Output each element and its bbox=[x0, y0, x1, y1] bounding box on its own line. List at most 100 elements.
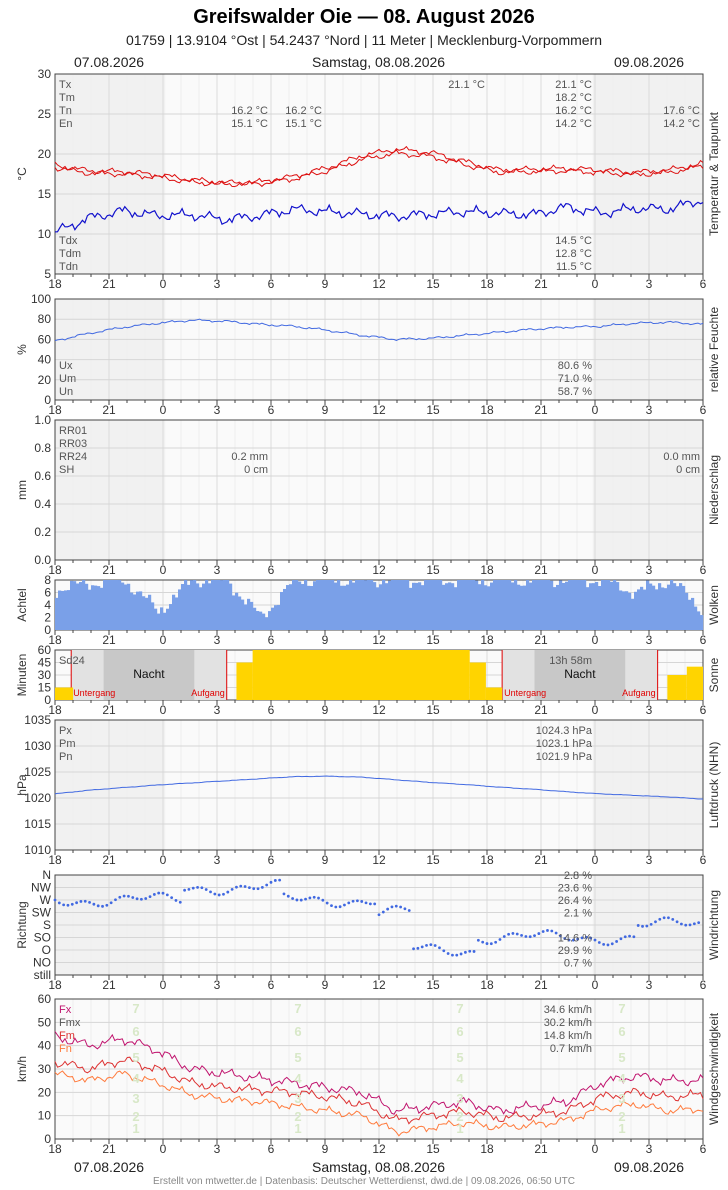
rain-ylabel: mm bbox=[15, 480, 29, 500]
hum-ylabel: % bbox=[15, 344, 29, 355]
wind-dir-point bbox=[567, 938, 571, 942]
temp-side-title: Temperatur & Taupunkt bbox=[707, 111, 721, 236]
cloud-bar bbox=[277, 604, 281, 630]
cloud-bar bbox=[535, 580, 539, 630]
cloud-bar bbox=[280, 591, 284, 630]
wind-dir-point bbox=[295, 898, 299, 902]
cloud-side-title: Wolken bbox=[707, 585, 721, 625]
wind-dir-point bbox=[494, 940, 498, 944]
wind-dir-point bbox=[420, 945, 424, 949]
wdir-xtick: 6 bbox=[700, 978, 707, 992]
wind-dir-point bbox=[476, 938, 480, 942]
cloud-bar bbox=[265, 617, 269, 630]
sun-xtick: 21 bbox=[102, 703, 116, 717]
cloud-bar bbox=[355, 580, 359, 630]
cloud-bar bbox=[100, 587, 104, 630]
beaufort-label: 4 bbox=[132, 1071, 140, 1086]
cloud-bar bbox=[328, 580, 332, 630]
cloud-bar bbox=[331, 580, 335, 630]
cloud-bar bbox=[202, 583, 206, 630]
press-xtick: 18 bbox=[48, 853, 62, 867]
wind-dir-point bbox=[511, 932, 515, 935]
pressure-line bbox=[54, 775, 703, 800]
wind-dir-point bbox=[589, 936, 593, 940]
cloud-ytick: 8 bbox=[44, 573, 51, 587]
cloud-bar bbox=[577, 580, 581, 630]
hum-ytick: 60 bbox=[38, 332, 52, 346]
beaufort-label: 7 bbox=[294, 1001, 301, 1016]
footer-credits: Erstellt von mtwetter.de | Datenbasis: D… bbox=[153, 1176, 575, 1187]
temp-day2-tn: 16.2 °C bbox=[555, 105, 592, 117]
cloud-bar bbox=[634, 591, 638, 630]
wind-dir-point bbox=[178, 900, 182, 904]
temp-xtick: 12 bbox=[372, 277, 386, 291]
cloud-bar bbox=[475, 580, 479, 630]
wind-dir-point bbox=[520, 933, 523, 937]
press-ytick: 1015 bbox=[24, 817, 51, 831]
wind-dir-point bbox=[317, 896, 320, 900]
dew-day2-tdn: 11.5 °C bbox=[556, 261, 592, 273]
cloud-bar bbox=[589, 583, 593, 630]
wind-dir-point bbox=[321, 898, 325, 902]
cloud-bar bbox=[316, 580, 320, 630]
wind-dir-point bbox=[386, 907, 390, 911]
wind-dir-point bbox=[481, 940, 485, 944]
cloud-bar bbox=[466, 580, 470, 630]
wdir-ytick: N bbox=[42, 868, 51, 882]
sun-xtick: 15 bbox=[426, 703, 440, 717]
wind-xtick: 3 bbox=[646, 1142, 653, 1156]
cloud-bar bbox=[697, 611, 701, 630]
wdir-stat-value: 26.4 % bbox=[558, 895, 592, 907]
wind-dir-point bbox=[459, 952, 463, 956]
cloud-bar bbox=[685, 592, 689, 630]
wind-stat-value: 14.8 km/h bbox=[544, 1030, 592, 1042]
wind-ytick: 60 bbox=[38, 992, 52, 1006]
press-stat-value: 1021.9 hPa bbox=[536, 751, 593, 763]
cloud-bar bbox=[154, 608, 158, 630]
wind-xtick: 6 bbox=[700, 1142, 707, 1156]
date-right-top: 09.08.2026 bbox=[614, 54, 685, 70]
dew-stat-label: Tdx bbox=[59, 235, 78, 247]
temp-xtick: 18 bbox=[480, 277, 494, 291]
temp-ytick: 15 bbox=[38, 187, 52, 201]
press-xtick: 0 bbox=[160, 853, 167, 867]
cloud-xtick: 3 bbox=[214, 633, 221, 647]
wind-dir-point bbox=[507, 932, 510, 936]
wind-dir-point bbox=[312, 895, 316, 899]
wind-dir-point bbox=[576, 937, 580, 941]
wind-dir-point bbox=[235, 885, 238, 889]
wind-dir-point bbox=[377, 913, 381, 917]
temp-day2-tm: 18.2 °C bbox=[555, 92, 592, 104]
wind-dir-point bbox=[597, 941, 601, 944]
cloud-bar bbox=[604, 580, 608, 630]
wind-dir-point bbox=[70, 902, 74, 906]
cloud-bar bbox=[532, 580, 536, 630]
cloud-bar bbox=[367, 580, 371, 630]
cloud-xtick: 15 bbox=[426, 633, 440, 647]
sunset-label: Untergang bbox=[73, 688, 115, 698]
cloud-bar bbox=[229, 583, 233, 630]
wind-dir-point bbox=[239, 884, 243, 888]
hum-xtick: 18 bbox=[480, 403, 494, 417]
beaufort-label: 3 bbox=[294, 1091, 301, 1106]
wind-dir-point bbox=[580, 936, 584, 940]
wind-dir-point bbox=[217, 893, 221, 897]
cloud-bar bbox=[340, 585, 344, 630]
rain-xtick: 9 bbox=[322, 563, 329, 577]
cloud-bar bbox=[406, 580, 410, 630]
temp-xtick: 6 bbox=[700, 277, 707, 291]
cloud-bar bbox=[658, 583, 662, 630]
cloud-bar bbox=[595, 581, 599, 630]
cloud-bar bbox=[337, 580, 341, 630]
wind-dir-point bbox=[209, 890, 212, 894]
wind-dir-point bbox=[623, 935, 627, 939]
temp-xtick: 6 bbox=[268, 277, 275, 291]
wdir-ytick: W bbox=[40, 893, 52, 907]
cloud-xtick: 6 bbox=[700, 633, 707, 647]
cloud-bar bbox=[484, 585, 488, 630]
temp-xtick: 9 bbox=[322, 277, 329, 291]
wind-dir-point bbox=[356, 899, 359, 903]
wind-dir-point bbox=[619, 937, 623, 941]
wdir-xtick: 0 bbox=[160, 978, 167, 992]
cloud-bar bbox=[205, 580, 209, 630]
